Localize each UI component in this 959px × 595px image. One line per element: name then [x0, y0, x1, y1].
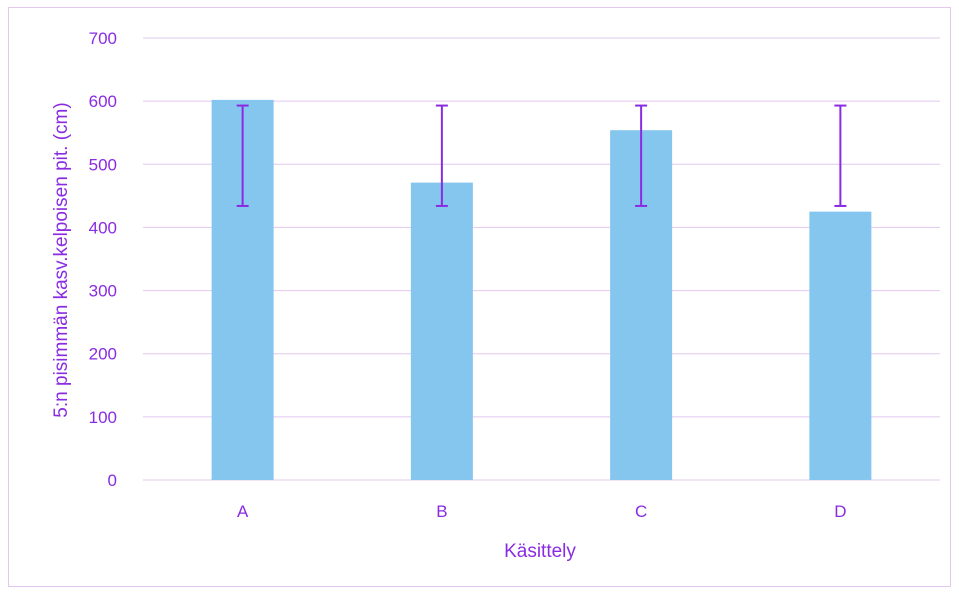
error-bar-A	[236, 104, 249, 207]
y-axis-title: 5:n pisimmän kasv.kelpoisen pit. (cm)	[51, 102, 72, 417]
y-tick-label: 100	[89, 408, 117, 427]
error-bar-B	[435, 104, 448, 207]
chart-frame	[8, 7, 951, 587]
y-tick-label: 500	[89, 155, 117, 174]
error-bar-D	[834, 104, 847, 207]
x-tick-labels: A B C D	[237, 502, 847, 521]
x-tick-label-D: D	[834, 502, 846, 521]
x-tick-label-A: A	[237, 502, 249, 521]
x-tick-label-C: C	[635, 502, 647, 521]
y-tick-labels: 0 100 200 300 400 500 600 700	[89, 29, 117, 490]
gridlines	[143, 37, 940, 481]
y-tick-label: 400	[89, 218, 117, 237]
y-tick-label: 200	[89, 345, 117, 364]
x-tick-label-B: B	[436, 502, 447, 521]
y-tick-label: 700	[89, 29, 117, 48]
bar-B	[410, 182, 473, 480]
error-bar-C	[635, 104, 648, 207]
error-bars	[236, 104, 847, 207]
y-tick-label: 0	[108, 471, 117, 490]
y-tick-label: 300	[89, 282, 117, 301]
x-axis-title: Käsittely	[504, 541, 576, 562]
bar-D	[809, 211, 872, 480]
bars	[211, 99, 872, 480]
y-tick-label: 600	[89, 92, 117, 111]
